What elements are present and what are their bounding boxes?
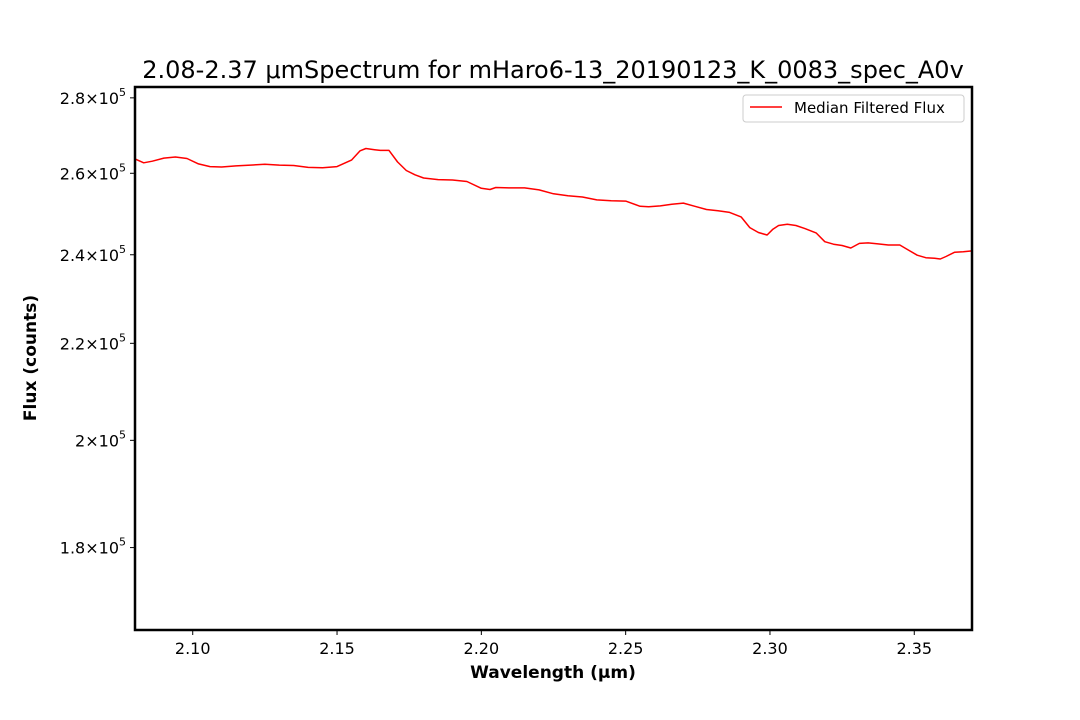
x-tick-label: 2.30 xyxy=(752,639,788,658)
plot-area xyxy=(134,147,973,260)
y-tick-label: 1.8×105 xyxy=(60,536,126,558)
chart-title: 2.08-2.37 μmSpectrum for mHaro6-13_20190… xyxy=(142,56,964,84)
x-tick-label: 2.35 xyxy=(896,639,932,658)
y-tick-label: 2.8×105 xyxy=(60,86,126,108)
legend-box xyxy=(742,94,965,123)
y-axis: 1.8×105 2×105 2.2×105 2.4×105 2.6×105 2.8×105 xyxy=(60,86,135,558)
y-axis-label: Flux (counts) xyxy=(21,295,41,421)
x-axis: 2.10 2.15 2.20 2.25 2.30 2.35 xyxy=(175,630,932,658)
y-tick-label: 2×105 xyxy=(75,428,126,450)
x-tick-label: 2.25 xyxy=(608,639,644,658)
legend-label: Median Filtered Flux xyxy=(794,99,945,117)
x-tick-label: 2.10 xyxy=(175,639,211,658)
x-tick-label: 2.20 xyxy=(464,639,500,658)
y-tick-label: 2.4×105 xyxy=(60,243,126,265)
series-line-0 xyxy=(134,147,973,260)
legend: Median Filtered Flux xyxy=(742,94,965,123)
y-tick-label: 2.6×105 xyxy=(60,161,126,183)
x-tick-label: 2.15 xyxy=(319,639,355,658)
x-axis-label: Wavelength (μm) xyxy=(470,663,636,683)
y-tick-label: 2.2×105 xyxy=(60,331,126,353)
plot-frame xyxy=(133,85,974,632)
